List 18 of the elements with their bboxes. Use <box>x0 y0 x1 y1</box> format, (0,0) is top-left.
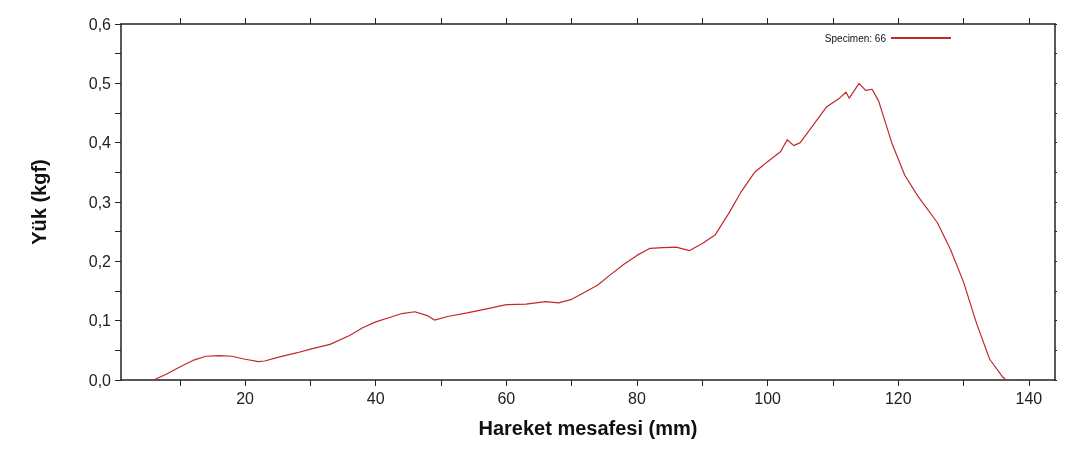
x-tick-label: 100 <box>754 389 782 407</box>
y-tick-label: 0,0 <box>88 371 112 389</box>
y-tick-label: 0,3 <box>88 193 112 211</box>
y-tick-label: 0,1 <box>88 312 112 330</box>
y-tick-label: 0,2 <box>88 252 112 270</box>
x-tick-label: 120 <box>884 389 912 407</box>
y-tick-label: 0,6 <box>88 15 112 33</box>
y-tick-label: 0,5 <box>88 74 112 92</box>
text: Specimen: 66 <box>824 32 887 44</box>
x-tick-label: 80 <box>628 389 646 407</box>
line-series <box>153 82 1007 381</box>
y-axis-title: Yük (kgf) <box>28 159 50 245</box>
x-tick-label: 20 <box>236 389 255 407</box>
x-tick-label: 140 <box>1015 389 1043 407</box>
x-axis-title: Hareket mesafesi (mm) <box>478 417 698 439</box>
y-tick-label: 0,4 <box>88 134 112 152</box>
x-tick-label: 40 <box>366 389 385 407</box>
x-tick-label: 60 <box>497 389 516 407</box>
